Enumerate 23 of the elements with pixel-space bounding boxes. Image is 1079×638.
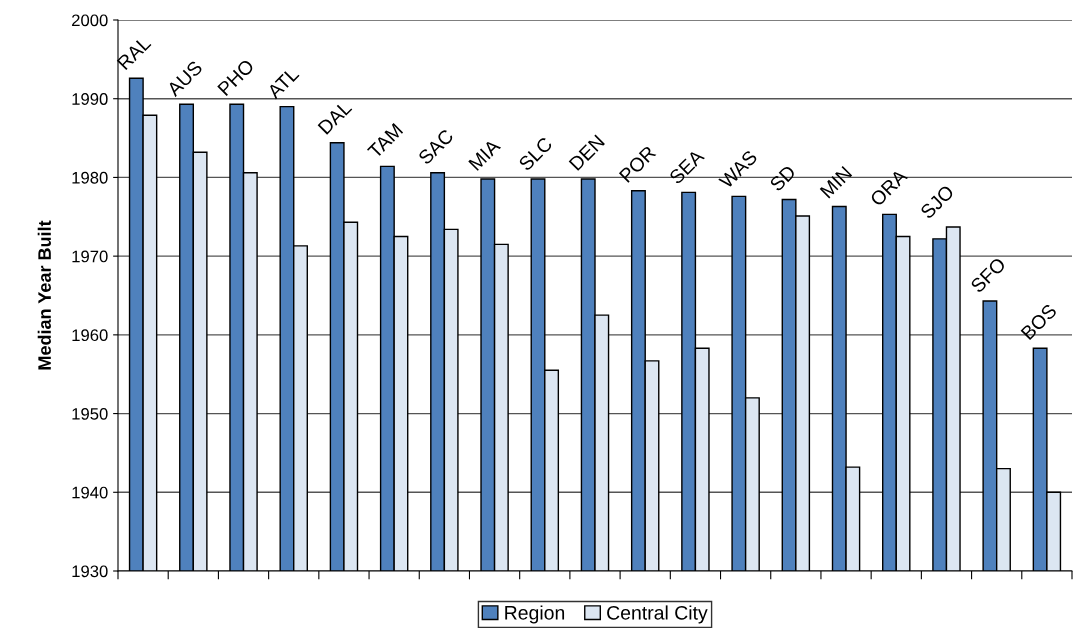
- y-tick-label: 1990: [72, 93, 108, 105]
- x-tick-label: DAL: [317, 100, 353, 135]
- x-tick-label: RAL: [116, 35, 152, 71]
- y-tick-label: 1960: [72, 329, 108, 342]
- x-tick-label: MIA: [468, 138, 502, 171]
- y-axis-title: Median Year Built: [37, 220, 51, 370]
- x-tick-label: SEA: [668, 148, 706, 185]
- y-tick-label: 1980: [72, 171, 108, 184]
- y-tick-label: 2000: [72, 14, 108, 27]
- legend-label: Central City: [607, 605, 708, 624]
- y-tick-label: 1970: [72, 250, 108, 263]
- x-tick-label: SLC: [517, 136, 554, 172]
- y-tick-label: 1930: [72, 565, 108, 578]
- x-tick-label: SFO: [969, 256, 1007, 294]
- y-tick-label: 1950: [72, 407, 108, 420]
- x-tick-label: ATL: [266, 66, 300, 100]
- y-tick-label: 1940: [72, 486, 108, 499]
- legend-label: Region: [505, 605, 565, 624]
- x-tick-label: MIN: [819, 165, 853, 199]
- x-tick-label: TAM: [367, 123, 404, 160]
- x-tick-label: ORA: [869, 168, 909, 207]
- x-tick-label: SJO: [919, 184, 955, 220]
- x-tick-label: SD: [768, 164, 797, 192]
